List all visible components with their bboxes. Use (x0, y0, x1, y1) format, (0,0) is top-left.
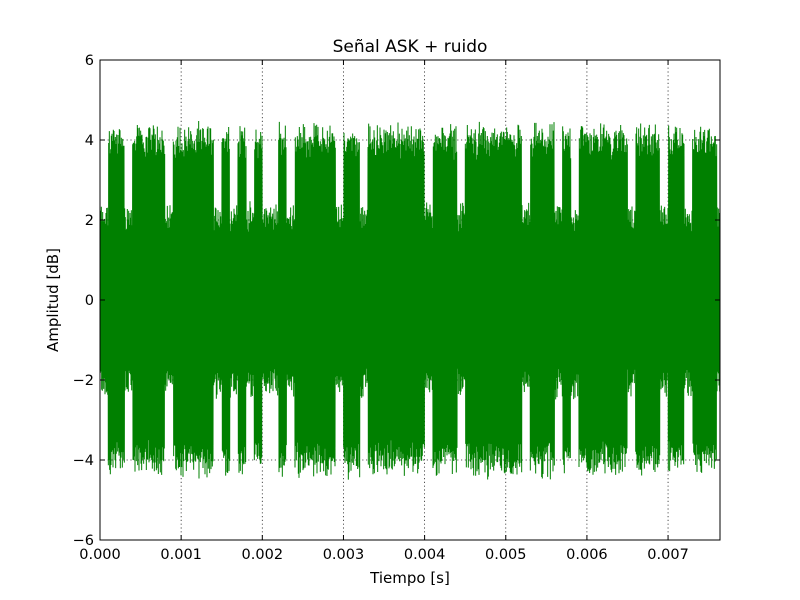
y-tick-label: 4 (85, 133, 94, 149)
x-tick-label: 0.000 (79, 547, 121, 563)
y-tick-label: 2 (85, 213, 94, 229)
y-tick-label: 6 (85, 53, 94, 69)
ticks: 0.000 0.001 0.002 0.003 0.004 0.005 0.006 0.007… (73, 53, 720, 563)
y-tick-label: −2 (73, 373, 94, 389)
y-axis-label: Amplitud [dB] (44, 248, 62, 352)
x-tick-label: 0.004 (404, 547, 446, 563)
y-tick-label: 0 (85, 293, 94, 309)
x-axis-label: Tiempo [s] (369, 569, 450, 587)
x-tick-label: 0.001 (160, 547, 202, 563)
x-tick-label: 0.007 (647, 547, 689, 563)
series-line (100, 120, 720, 480)
x-tick-label: 0.002 (242, 547, 284, 563)
chart-title: Señal ASK + ruido (333, 37, 488, 57)
x-tick-label: 0.006 (566, 547, 608, 563)
x-tick-label: 0.003 (323, 547, 365, 563)
plot-area (100, 120, 720, 480)
y-tick-label: −6 (73, 533, 94, 549)
x-tick-label: 0.005 (485, 547, 527, 563)
y-tick-label: −4 (73, 453, 94, 469)
